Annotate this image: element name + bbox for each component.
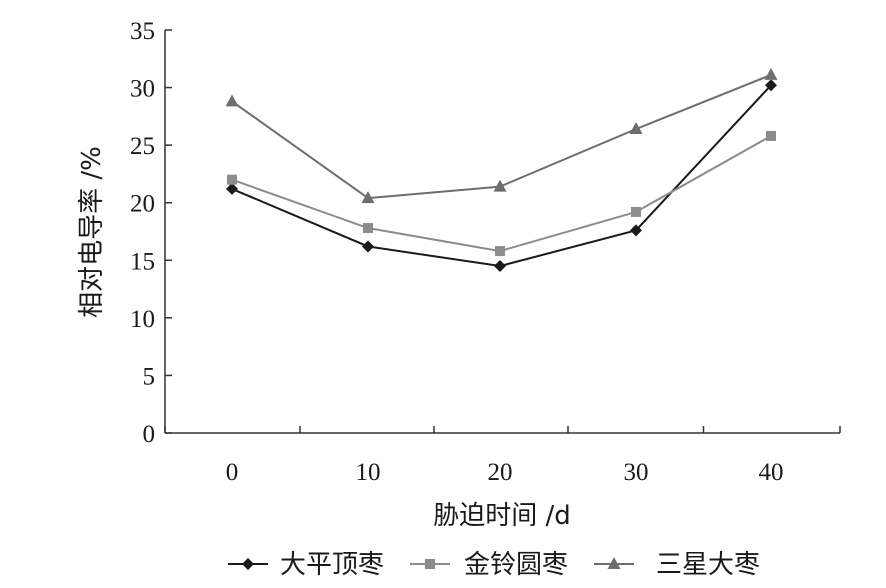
y-ticks: 0 5 10 15 20 25 30 35 (130, 18, 172, 448)
y-tick-label: 5 (143, 363, 156, 390)
legend-label: 大平顶枣 (280, 550, 384, 580)
data-point (227, 174, 237, 185)
x-tick-label: 10 (356, 459, 381, 486)
series-group (225, 67, 778, 204)
x-axis-title: 胁迫时间 /d (433, 501, 571, 531)
data-point (764, 67, 778, 80)
y-tick-label: 15 (130, 248, 155, 275)
legend-marker (425, 559, 435, 569)
data-point (765, 79, 777, 92)
data-point (494, 260, 506, 273)
legend: 大平顶枣 金铃圆枣 三星大枣 (228, 550, 760, 580)
legend-label: 金铃圆枣 (464, 550, 568, 580)
y-axis-title: 相对电导率 /% (77, 146, 107, 318)
series-group (227, 130, 776, 257)
series-line (231, 73, 772, 200)
series-layer (225, 67, 778, 273)
data-point (363, 223, 373, 234)
legend-marker (607, 557, 621, 569)
y-tick-label: 35 (130, 18, 155, 45)
x-tick-label: 30 (624, 459, 649, 486)
data-point (495, 246, 505, 257)
series-line (231, 135, 772, 253)
x-ticks: 0 10 20 30 40 (164, 426, 841, 486)
data-point (629, 122, 643, 135)
legend-item: 大平顶枣 (228, 550, 384, 580)
y-tick-label: 10 (130, 306, 155, 333)
y-tick-label: 30 (130, 76, 155, 103)
data-point (225, 94, 239, 107)
data-point (630, 224, 642, 237)
y-tick-label: 20 (130, 191, 155, 218)
data-point (766, 130, 776, 141)
y-tick-label: 25 (130, 133, 155, 160)
legend-item: 金铃圆枣 (410, 550, 568, 580)
data-point (226, 182, 238, 195)
x-tick-label: 40 (759, 459, 784, 486)
legend-item: 三星大枣 (594, 550, 760, 580)
x-tick-label: 0 (226, 459, 239, 486)
series-group (226, 79, 777, 273)
y-tick-label: 0 (143, 421, 156, 448)
data-point (362, 240, 374, 253)
data-point (631, 206, 641, 217)
x-tick-label: 20 (488, 459, 513, 486)
data-point (493, 179, 507, 192)
legend-marker (242, 558, 254, 570)
data-point (361, 191, 375, 204)
axes (164, 30, 840, 434)
legend-label: 三星大枣 (656, 550, 760, 580)
series-line (231, 84, 772, 268)
